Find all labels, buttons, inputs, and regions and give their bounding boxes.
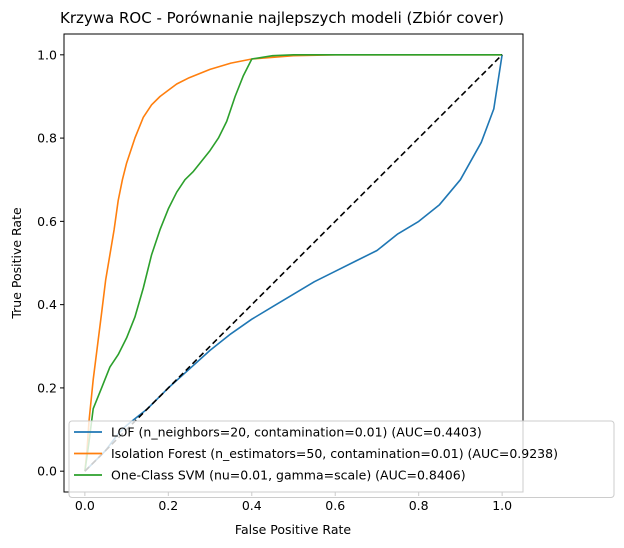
- y-tick-label: 0.8: [37, 131, 57, 146]
- legend-label: LOF (n_neighbors=20, contamination=0.01)…: [111, 425, 482, 440]
- y-tick-label: 1.0: [37, 47, 57, 62]
- legend-box: [68, 420, 615, 498]
- series-line-1: [84, 53, 503, 472]
- y-tick-label: 0.6: [37, 214, 57, 229]
- x-tick-label: 1.0: [492, 498, 512, 513]
- x-tick-label: 0.8: [409, 498, 429, 513]
- legend: LOF (n_neighbors=20, contamination=0.01)…: [68, 420, 615, 498]
- axis-ticks: 0.0 0.2 0.4 0.6 0.8 1.0 0.0 0.2 0.4 0.6 0.8 1.0: [37, 47, 512, 513]
- x-tick-label: 0.6: [325, 498, 345, 513]
- legend-label: Isolation Forest (n_estimators=50, conta…: [111, 446, 558, 461]
- y-tick-label: 0.0: [37, 464, 57, 479]
- reference-diagonal-line: [84, 54, 503, 472]
- x-tick-label: 0.0: [75, 498, 95, 513]
- x-axis-label: False Positive Rate: [235, 522, 351, 537]
- plot-area: [84, 53, 503, 472]
- x-tick-label: 0.4: [242, 498, 262, 513]
- y-tick-label: 0.2: [37, 380, 57, 395]
- x-tick-label: 0.2: [158, 498, 178, 513]
- chart-title: Krzywa ROC - Porównanie najlepszych mode…: [60, 9, 504, 27]
- y-axis-label: True Positive Rate: [9, 207, 24, 320]
- series-line-2: [84, 53, 503, 472]
- legend-label: One-Class SVM (nu=0.01, gamma=scale) (AU…: [111, 468, 466, 483]
- y-tick-label: 0.4: [37, 297, 57, 312]
